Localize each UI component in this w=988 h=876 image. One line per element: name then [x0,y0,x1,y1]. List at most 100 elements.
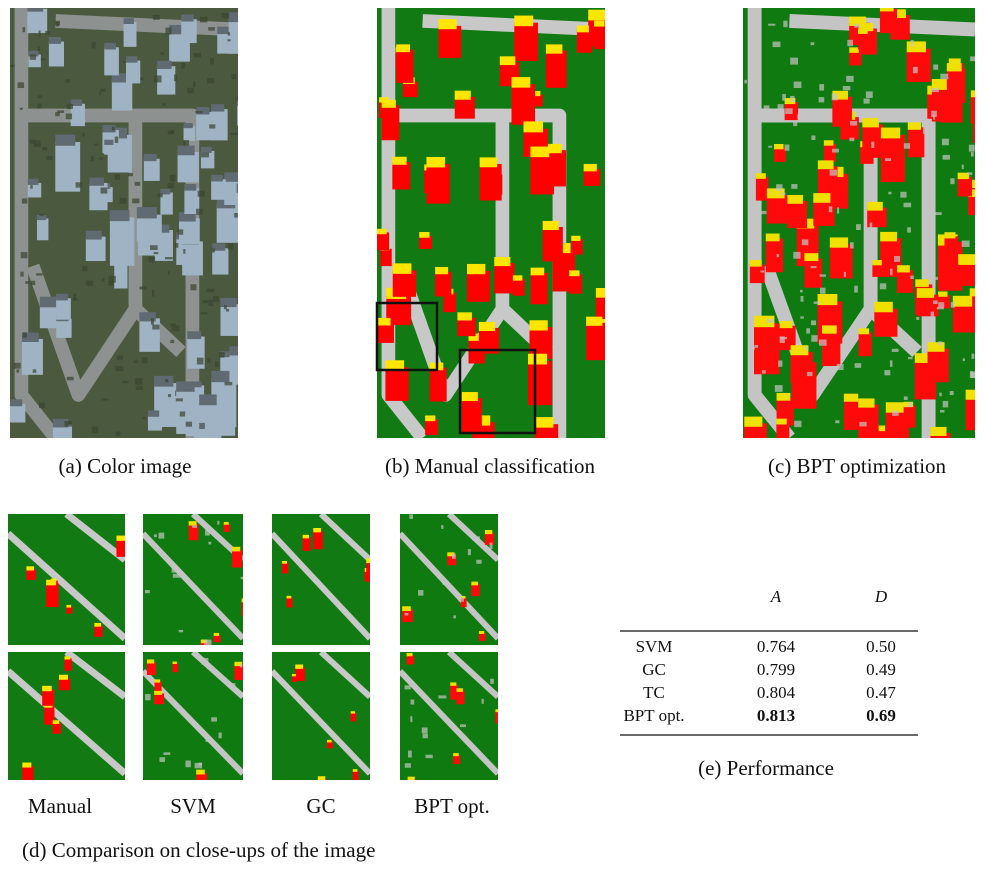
table-cell: 0.813 [757,706,795,725]
noise [150,318,154,325]
roof-side [56,293,68,301]
noise [135,385,143,390]
house [182,241,203,276]
noise [218,352,225,358]
house [968,194,975,216]
roof-side [755,173,766,179]
noise [39,402,46,409]
noise [119,197,127,204]
noise [20,252,28,259]
noise [783,20,788,28]
noise [159,757,166,763]
noise [20,271,24,277]
house [946,68,966,103]
noise [863,98,870,104]
noise [153,75,162,83]
roof-side [849,47,860,53]
house [545,50,567,88]
noise [934,212,942,215]
noise [467,549,471,556]
roof-side [588,9,605,21]
road [64,652,125,700]
noise [209,124,216,129]
roof-side [817,160,834,170]
noise [775,117,782,123]
noise [854,363,862,368]
noise [183,249,186,254]
noise [950,301,956,308]
roof-side [55,134,76,146]
roof-side [366,558,370,564]
noise [793,121,798,127]
house [188,524,199,541]
house [531,94,543,107]
house [938,295,950,309]
roof-side [438,19,457,30]
roof-side [511,77,531,88]
house [154,681,162,691]
noise [30,280,36,286]
roof-side [938,291,948,297]
roof-side [885,402,905,413]
noise [760,270,765,273]
roof-side [350,711,356,714]
noise [782,93,786,101]
noise [765,412,772,417]
noise [227,32,231,36]
roof-side [102,125,116,133]
house [776,422,790,438]
house [426,163,450,204]
roof-side [402,606,411,612]
noise [122,380,129,384]
roof-side [48,37,61,44]
roof-side [241,598,243,603]
roof-side [70,99,83,106]
roof-side [385,360,405,371]
house [583,168,601,186]
road [55,14,238,37]
house [478,632,486,641]
noise [907,227,911,233]
house [970,94,975,124]
noise [171,568,179,573]
house [125,60,141,84]
noise [949,390,954,396]
noise [938,302,945,308]
road [8,668,125,777]
noise [32,369,37,373]
roof-side [111,73,129,83]
house [542,226,563,262]
roof-side [196,769,205,775]
roof-side [28,50,39,57]
noise [218,732,222,739]
noise [900,191,907,198]
roof-side [236,183,238,193]
roof-side [116,535,125,541]
house [512,278,525,296]
noise [171,325,180,332]
roof-side [406,652,413,657]
house [229,352,238,385]
noise [169,174,176,182]
noise [939,392,942,397]
noise [13,362,21,369]
noise [784,144,790,151]
noise [179,411,186,417]
noise [64,421,72,427]
house [586,322,605,361]
noise [174,74,177,82]
noise [859,421,867,427]
roof-side [313,528,321,533]
noise [900,334,906,341]
roof-side [857,28,868,34]
roof-side [123,18,134,25]
noise [931,87,939,93]
table-cell: 0.49 [866,660,896,679]
noise [208,27,215,31]
table-cell: 0.804 [757,683,796,702]
house [450,684,458,700]
house [879,8,898,34]
roof-side [832,90,849,100]
house [456,690,465,705]
noise [768,145,773,148]
